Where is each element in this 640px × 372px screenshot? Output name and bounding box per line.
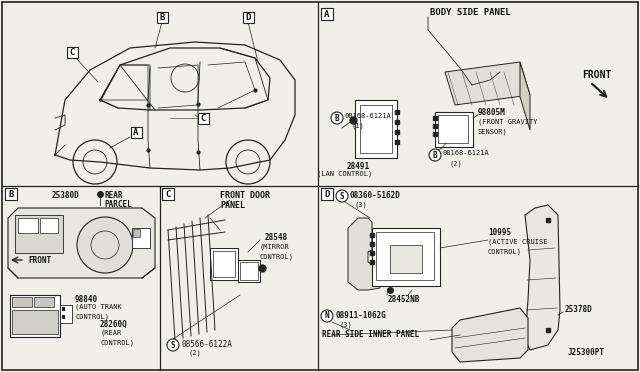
Bar	[210, 248, 238, 280]
Bar	[131, 126, 141, 138]
Bar	[34, 297, 54, 307]
Text: D: D	[324, 189, 330, 199]
Text: REAR SIDE INNER PANEL: REAR SIDE INNER PANEL	[322, 330, 419, 339]
Polygon shape	[520, 62, 530, 130]
Circle shape	[226, 140, 270, 184]
Text: PANEL: PANEL	[220, 201, 245, 210]
Text: CONTROL): CONTROL)	[75, 313, 109, 320]
Circle shape	[336, 190, 348, 202]
Text: N: N	[324, 311, 330, 321]
Text: REAR: REAR	[104, 191, 122, 200]
Text: (2): (2)	[188, 350, 201, 356]
Text: S: S	[171, 340, 175, 350]
Text: (1): (1)	[352, 122, 365, 128]
Circle shape	[429, 149, 441, 161]
Bar	[157, 12, 168, 22]
Text: FRONT: FRONT	[582, 70, 611, 80]
Circle shape	[331, 112, 343, 124]
Text: (3): (3)	[340, 321, 353, 327]
Text: (FRONT GRAVITY: (FRONT GRAVITY	[478, 118, 538, 125]
Text: 28452NB: 28452NB	[388, 295, 420, 304]
Circle shape	[77, 217, 133, 273]
Text: 08168-6121A: 08168-6121A	[345, 113, 392, 119]
Bar	[198, 112, 209, 124]
Bar	[390, 245, 422, 273]
Bar	[321, 188, 333, 200]
Bar	[62, 307, 65, 311]
Circle shape	[73, 140, 117, 184]
Text: 08566-6122A: 08566-6122A	[182, 340, 233, 349]
Bar	[10, 295, 60, 337]
Text: CONTROL): CONTROL)	[488, 248, 522, 254]
Bar	[162, 188, 174, 200]
Bar	[213, 251, 235, 277]
Text: A: A	[324, 10, 330, 19]
Text: 98840: 98840	[75, 295, 98, 304]
Circle shape	[321, 310, 333, 322]
Text: 08360-5162D: 08360-5162D	[350, 191, 401, 200]
Bar	[12, 297, 32, 307]
Bar	[360, 105, 392, 153]
Text: 08168-6121A: 08168-6121A	[443, 150, 490, 156]
Bar	[12, 310, 58, 334]
Text: S: S	[340, 192, 344, 201]
Text: A: A	[133, 128, 139, 137]
Text: 98805M: 98805M	[478, 108, 506, 117]
Text: SENSOR): SENSOR)	[478, 128, 508, 135]
Text: PARCEL: PARCEL	[104, 200, 132, 209]
Text: (REAR: (REAR	[100, 330, 121, 337]
Text: (AUTO TRANK: (AUTO TRANK	[75, 304, 122, 311]
Text: J25300PT: J25300PT	[568, 348, 605, 357]
Bar	[435, 112, 473, 147]
Text: D: D	[245, 13, 251, 22]
Text: (MIRROR: (MIRROR	[260, 243, 290, 250]
Text: 28491: 28491	[346, 162, 369, 171]
Bar	[132, 228, 150, 248]
Bar	[40, 218, 58, 233]
Text: 08911-1062G: 08911-1062G	[336, 311, 387, 320]
Text: 25378D: 25378D	[565, 305, 593, 314]
Text: (2): (2)	[450, 160, 463, 167]
Text: FRONT: FRONT	[28, 256, 51, 265]
Polygon shape	[445, 62, 530, 105]
Polygon shape	[8, 208, 155, 278]
Bar	[60, 305, 72, 323]
Text: C: C	[200, 113, 205, 122]
Text: B: B	[159, 13, 164, 22]
Bar	[133, 229, 140, 237]
Text: (ACTIVE CRUISE: (ACTIVE CRUISE	[488, 238, 547, 244]
Text: BODY SIDE PANEL: BODY SIDE PANEL	[430, 8, 511, 17]
Text: (LAN CONTROL): (LAN CONTROL)	[317, 170, 372, 176]
Text: 28260Q: 28260Q	[100, 320, 128, 329]
Text: CONTROL): CONTROL)	[260, 253, 294, 260]
Bar	[62, 315, 65, 319]
Polygon shape	[452, 308, 528, 362]
Bar	[18, 218, 38, 233]
Text: 28548: 28548	[265, 233, 288, 242]
Text: 10995: 10995	[488, 228, 511, 237]
Bar	[321, 8, 333, 20]
Text: 25380D: 25380D	[52, 191, 80, 200]
Circle shape	[167, 339, 179, 351]
Text: B: B	[335, 113, 339, 122]
Polygon shape	[348, 218, 380, 290]
Text: B: B	[8, 189, 13, 199]
Bar	[355, 100, 397, 158]
Text: (3): (3)	[355, 201, 368, 208]
Bar	[372, 228, 440, 286]
Bar	[240, 262, 258, 280]
Text: C: C	[69, 48, 75, 57]
Bar	[238, 260, 260, 282]
Bar	[243, 12, 253, 22]
Text: C: C	[165, 189, 171, 199]
Text: B: B	[433, 151, 437, 160]
Polygon shape	[525, 205, 560, 350]
Bar	[438, 115, 468, 143]
Bar	[15, 215, 63, 253]
Text: CONTROL): CONTROL)	[100, 340, 134, 346]
Text: FRONT DOOR: FRONT DOOR	[220, 191, 270, 200]
Bar	[5, 188, 17, 200]
Bar	[67, 46, 77, 58]
Bar	[376, 232, 434, 280]
